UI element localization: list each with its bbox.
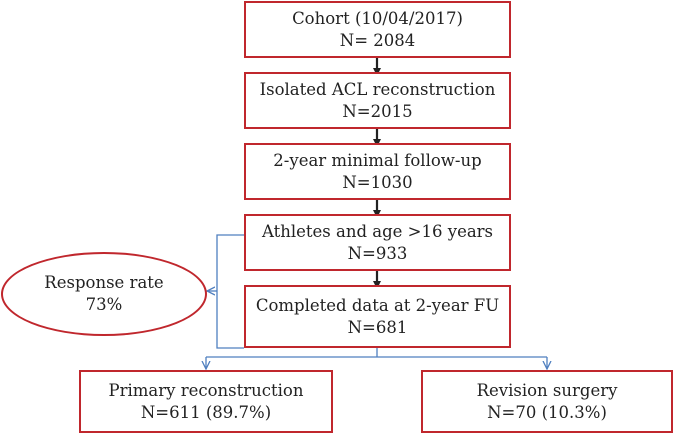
followup-title: 2-year minimal follow-up (273, 150, 482, 170)
completed-box: Completed data at 2-year FU N=681 (244, 285, 511, 348)
followup-box: 2-year minimal follow-up N=1030 (244, 143, 511, 200)
revision-surgery-box: Revision surgery N=70 (10.3%) (421, 370, 673, 433)
cohort-count: N= 2084 (339, 30, 416, 50)
revision-title: Revision surgery (476, 380, 618, 400)
isolated-acl-box: Isolated ACL reconstruction N=2015 (244, 72, 511, 129)
completed-title: Completed data at 2-year FU (255, 295, 500, 315)
athletes-box: Athletes and age >16 years N=933 (244, 214, 511, 271)
primary-reconstruction-box: Primary reconstruction N=611 (89.7%) (79, 370, 333, 433)
cohort-title: Cohort (10/04/2017) (292, 8, 463, 28)
completed-count: N=681 (347, 317, 408, 337)
primary-count: N=611 (89.7%) (140, 402, 272, 422)
response-rate-ellipse: Response rate 73% (1, 252, 207, 336)
response-rate-value: 73% (85, 295, 123, 314)
response-bracket (216, 234, 244, 349)
athletes-title: Athletes and age >16 years (261, 221, 494, 241)
athletes-count: N=933 (347, 243, 408, 263)
followup-count: N=1030 (342, 172, 413, 192)
response-rate-label: Response rate (44, 273, 164, 292)
primary-title: Primary reconstruction (108, 380, 304, 400)
cohort-box: Cohort (10/04/2017) N= 2084 (244, 1, 511, 58)
isolated-acl-title: Isolated ACL reconstruction (259, 79, 496, 99)
revision-count: N=70 (10.3%) (487, 402, 607, 422)
isolated-acl-count: N=2015 (342, 101, 413, 121)
